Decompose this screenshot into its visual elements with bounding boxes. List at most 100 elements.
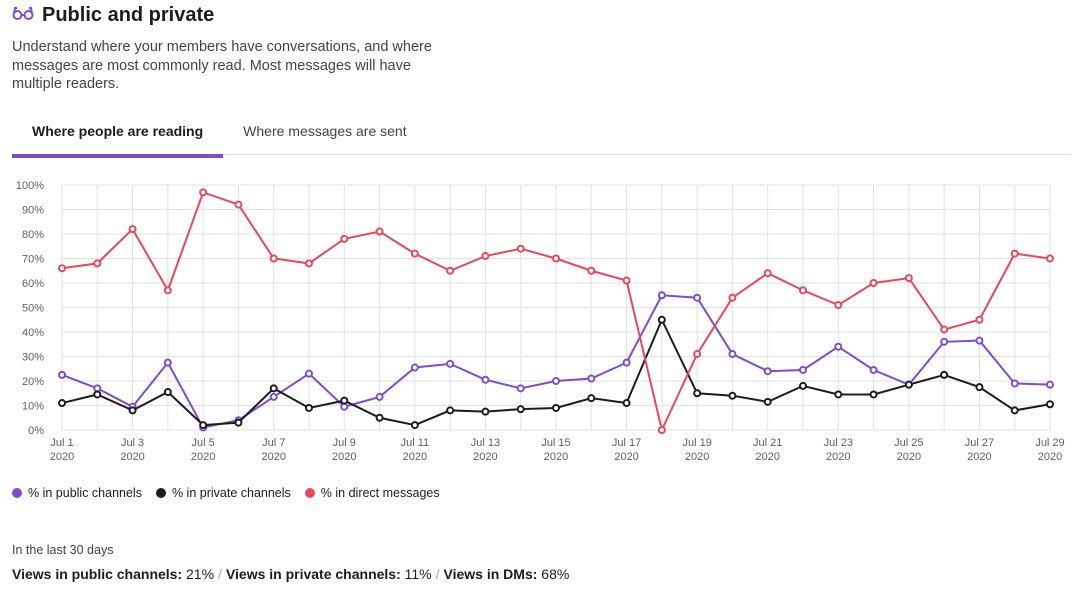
- data-point-0: [763, 367, 772, 376]
- legend-private[interactable]: % in private channels: [155, 486, 291, 500]
- data-point-0: [446, 359, 455, 368]
- data-point-0: [552, 377, 560, 385]
- tab-where-messages-are-sent[interactable]: Where messages are sent: [243, 123, 407, 139]
- legend-public[interactable]: % in public channels: [12, 486, 142, 500]
- data-point-1: [834, 390, 843, 399]
- y-tick-label: 70%: [22, 254, 44, 266]
- data-point-1: [481, 407, 490, 416]
- x-tick-year: 2020: [473, 451, 497, 463]
- y-tick-label: 30%: [22, 352, 44, 364]
- data-point-0: [799, 365, 807, 374]
- x-tick-label: Jul 17: [612, 437, 641, 449]
- x-tick-label: Jul 23: [824, 437, 853, 449]
- data-point-1: [869, 390, 878, 399]
- x-tick-year: 2020: [685, 451, 709, 463]
- data-point-0: [163, 358, 172, 367]
- legend: % in public channels % in private channe…: [12, 486, 440, 500]
- y-tick-label: 50%: [22, 303, 44, 315]
- x-tick-label: Jul 21: [753, 437, 782, 449]
- page-title: Public and private: [12, 4, 214, 27]
- data-point-2: [869, 279, 878, 287]
- x-tick-label: Jul 5: [192, 437, 215, 449]
- separator: /: [435, 566, 440, 582]
- data-point-1: [375, 413, 384, 422]
- x-tick-year: 2020: [897, 451, 921, 463]
- data-point-2: [58, 264, 66, 273]
- data-point-0: [975, 336, 984, 345]
- tab-where-people-are-reading[interactable]: Where people are reading: [12, 118, 224, 158]
- data-point-1: [516, 405, 525, 414]
- data-point-0: [93, 384, 102, 393]
- glasses-icon: [12, 4, 34, 27]
- data-point-2: [763, 269, 772, 278]
- data-point-2: [622, 276, 631, 285]
- data-point-1: [1046, 400, 1054, 409]
- data-point-2: [375, 227, 384, 236]
- y-tick-label: 90%: [22, 205, 44, 217]
- data-point-2: [269, 254, 278, 263]
- x-tick-label: Jul 25: [894, 437, 923, 449]
- data-point-2: [693, 350, 702, 359]
- data-point-1: [234, 418, 243, 427]
- x-tick-label: Jul 29: [1035, 437, 1064, 449]
- dm-label: Views in DMs:: [443, 566, 538, 582]
- data-point-0: [869, 365, 878, 374]
- data-point-1: [763, 397, 772, 406]
- title-text: Public and private: [42, 4, 215, 26]
- x-tick-label: Jul 9: [333, 437, 356, 449]
- data-point-1: [587, 394, 596, 403]
- x-tick-year: 2020: [191, 451, 215, 463]
- data-point-1: [340, 396, 349, 405]
- data-point-2: [587, 266, 596, 275]
- line-chart: 0% 10% 20% 30% 40% 50% 60% 70% 80% 90% 100% Jul 1 20…: [16, 180, 1065, 463]
- legend-label: % in direct messages: [320, 486, 440, 500]
- x-tick-year: 2020: [1038, 451, 1062, 463]
- separator: /: [218, 566, 222, 582]
- data-point-0: [269, 392, 278, 401]
- data-point-2: [199, 188, 208, 197]
- legend-dm[interactable]: % in direct messages: [304, 486, 440, 500]
- private-label: Views in private channels:: [225, 566, 401, 582]
- data-point-1: [728, 391, 737, 400]
- x-tick-label: Jul 3: [121, 437, 144, 449]
- data-point-2: [446, 266, 455, 275]
- data-point-2: [904, 274, 913, 283]
- data-point-0: [1046, 380, 1054, 389]
- x-tick-year: 2020: [826, 451, 850, 463]
- data-point-0: [693, 293, 702, 302]
- data-point-1: [58, 399, 66, 408]
- tab-bar: Where people are reading Where messages …: [12, 118, 1071, 158]
- data-point-1: [446, 406, 455, 415]
- data-point-2: [93, 259, 102, 268]
- y-tick-label: 0%: [28, 425, 44, 437]
- x-tick-year: 2020: [120, 451, 144, 463]
- data-point-0: [58, 370, 66, 379]
- data-point-1: [657, 315, 666, 324]
- data-point-1: [1010, 406, 1019, 415]
- data-point-2: [234, 200, 243, 209]
- data-point-1: [975, 383, 984, 392]
- data-point-1: [199, 421, 208, 430]
- legend-label: % in public channels: [28, 486, 142, 500]
- data-point-2: [975, 315, 984, 324]
- data-point-2: [305, 259, 313, 268]
- data-point-2: [1046, 254, 1054, 263]
- x-tick-year: 2020: [332, 451, 356, 463]
- data-point-1: [269, 384, 278, 393]
- data-point-0: [1010, 379, 1019, 388]
- data-point-0: [587, 374, 596, 383]
- data-point-1: [940, 370, 949, 379]
- x-tick-year: 2020: [614, 451, 638, 463]
- data-point-2: [1010, 249, 1019, 258]
- x-tick-label: Jul 27: [965, 437, 994, 449]
- x-tick-label: Jul 13: [471, 437, 500, 449]
- public-value: 21%: [186, 566, 215, 582]
- y-tick-label: 100%: [16, 180, 44, 192]
- data-point-1: [410, 421, 419, 430]
- data-point-2: [516, 244, 525, 253]
- y-tick-label: 80%: [22, 229, 44, 241]
- data-point-1: [163, 388, 172, 397]
- data-point-0: [375, 392, 384, 401]
- description: Understand where your members have conve…: [12, 39, 432, 92]
- y-tick-label: 20%: [22, 376, 44, 388]
